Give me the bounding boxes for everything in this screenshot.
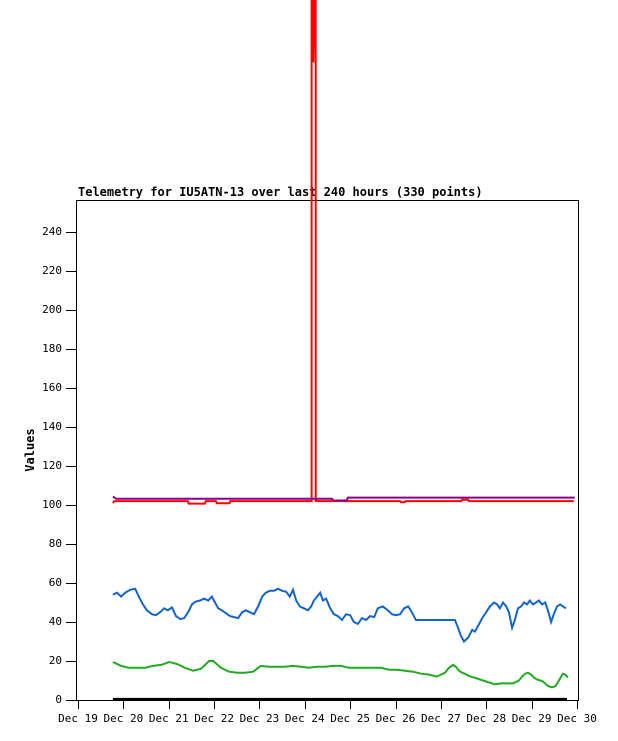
y-tick-label: 100 xyxy=(42,497,62,511)
x-tick-label: Dec 19 xyxy=(58,712,98,725)
x-tick-label: Dec 21 xyxy=(148,712,189,725)
x-tick-label: Dec 28 xyxy=(466,712,507,725)
plot-border xyxy=(76,200,579,701)
series-red xyxy=(112,0,574,505)
y-tick-label: 240 xyxy=(42,224,62,238)
y-tick-label: 160 xyxy=(42,380,62,394)
x-tick-label: Dec 20 xyxy=(103,712,144,725)
y-tick-label: 200 xyxy=(42,302,62,316)
series-blue xyxy=(112,587,567,644)
y-tick-label: 40 xyxy=(48,614,62,628)
y-tick-label: 220 xyxy=(42,263,62,277)
y-tick-label: 0 xyxy=(55,693,62,706)
series-purple xyxy=(112,495,575,502)
x-tick-label: Dec 24 xyxy=(284,712,325,725)
tick-marks xyxy=(66,232,578,709)
series-green xyxy=(112,660,569,689)
x-tick-label: Dec 29 xyxy=(511,712,552,725)
x-tick-label: Dec 26 xyxy=(375,712,416,725)
x-tick-label: Dec 25 xyxy=(330,712,371,725)
chart-title: Telemetry for IU5ATN-13 over last 240 ho… xyxy=(78,185,483,199)
x-tick-label: Dec 27 xyxy=(421,712,461,725)
y-tick-label: 60 xyxy=(48,575,62,589)
series-lines xyxy=(112,0,575,701)
x-tick-label: Dec 23 xyxy=(239,712,280,725)
y-tick-label: 120 xyxy=(42,458,62,472)
y-tick-label: 20 xyxy=(48,653,62,667)
y-tick-label: 180 xyxy=(42,341,62,355)
y-tick-label: 80 xyxy=(48,536,62,550)
y-tick-label: 140 xyxy=(42,419,62,433)
x-tick-label: Dec 22 xyxy=(194,712,234,725)
x-tick-label: Dec 30 xyxy=(557,712,597,725)
y-axis-label: Values xyxy=(23,428,37,472)
